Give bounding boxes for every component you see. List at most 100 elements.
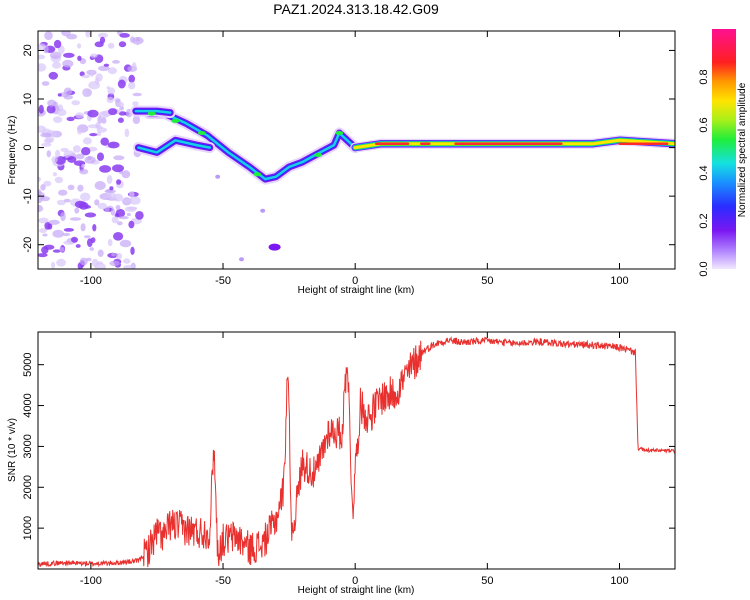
noise-blob bbox=[47, 223, 53, 230]
y-tick-label: 3000 bbox=[22, 434, 34, 458]
noise-blob bbox=[77, 55, 82, 61]
colorbar-tick-label: 0.0 bbox=[698, 261, 710, 276]
noise-blob bbox=[67, 184, 75, 191]
noise-blob bbox=[94, 263, 106, 269]
x-tick-label: 50 bbox=[481, 275, 493, 287]
y-tick-label: 10 bbox=[22, 93, 34, 105]
ridge-band bbox=[137, 139, 212, 154]
noise-blob bbox=[79, 168, 89, 175]
noise-blob bbox=[84, 212, 97, 218]
noise-blob bbox=[108, 108, 118, 116]
noise-blob bbox=[40, 184, 46, 191]
noise-blob bbox=[74, 207, 80, 214]
y-tick-label: 4000 bbox=[22, 393, 34, 417]
snr-x-label: Height of straight line (km) bbox=[298, 585, 415, 596]
noise-blob bbox=[48, 219, 60, 225]
noise-blob bbox=[116, 101, 124, 108]
isolated-blob bbox=[215, 174, 221, 179]
noise-blob bbox=[132, 101, 139, 107]
noise-blob bbox=[38, 43, 46, 50]
ridge-hotspot bbox=[147, 111, 156, 116]
colorbar-gradient bbox=[712, 29, 736, 269]
noise-blob bbox=[38, 217, 49, 224]
noise-blob bbox=[130, 246, 135, 255]
noise-blob bbox=[81, 163, 86, 168]
noise-blob bbox=[106, 175, 113, 184]
noise-blob bbox=[131, 62, 137, 72]
noise-blob bbox=[41, 81, 50, 86]
noise-blob bbox=[62, 232, 71, 237]
noise-blob bbox=[38, 253, 48, 258]
noise-blob bbox=[109, 260, 120, 266]
noise-blob bbox=[97, 115, 102, 125]
colorbar-tick-label: 0.4 bbox=[698, 165, 710, 180]
noise-blob bbox=[60, 147, 69, 152]
spectrogram-heatmap bbox=[38, 31, 675, 269]
noise-blob bbox=[38, 189, 42, 196]
noise-blob bbox=[83, 235, 91, 239]
noise-blob bbox=[46, 150, 51, 158]
snr-y-axis: 1000 2000 3000 4000 5000 bbox=[22, 352, 675, 540]
noise-blob bbox=[128, 220, 135, 229]
noise-blob bbox=[97, 152, 104, 161]
x-tick-label: 100 bbox=[610, 275, 628, 287]
noise-blob bbox=[69, 217, 82, 221]
y-tick-label: -10 bbox=[22, 188, 34, 204]
noise-blob bbox=[89, 247, 94, 251]
noise-blob bbox=[121, 199, 131, 203]
x-tick-label: 100 bbox=[610, 575, 628, 587]
noise-blob bbox=[85, 31, 91, 38]
noise-blob bbox=[66, 116, 75, 122]
noise-blob bbox=[116, 252, 123, 260]
noise-blob bbox=[107, 239, 113, 247]
noise-blob bbox=[129, 191, 135, 198]
noise-blob bbox=[113, 155, 125, 161]
noise-blob bbox=[101, 117, 107, 124]
y-tick-label: 1000 bbox=[22, 516, 34, 540]
isolated-blob bbox=[260, 208, 266, 213]
noise-blob bbox=[71, 100, 80, 106]
noise-blob bbox=[79, 257, 88, 266]
noise-blob bbox=[71, 236, 78, 243]
noise-blob bbox=[95, 73, 103, 82]
noise-blob bbox=[109, 186, 114, 191]
noise-blob bbox=[51, 261, 56, 269]
noise-blob bbox=[89, 70, 94, 77]
noise-blob bbox=[57, 93, 62, 97]
noise-blob bbox=[111, 216, 119, 224]
noise-blob bbox=[56, 199, 66, 206]
noise-blob bbox=[40, 196, 50, 202]
noise-blob bbox=[132, 115, 141, 125]
noise-blob bbox=[53, 39, 62, 49]
noise-blob bbox=[119, 239, 132, 248]
noise-blob bbox=[97, 249, 104, 257]
noise-blob bbox=[61, 31, 71, 37]
noise-blob bbox=[96, 131, 102, 136]
noise-blob bbox=[98, 65, 110, 72]
noise-blob bbox=[54, 176, 64, 184]
noise-blob bbox=[38, 176, 41, 182]
noise-blob bbox=[90, 53, 98, 58]
noise-blob bbox=[116, 221, 123, 226]
ridge-hotspot bbox=[314, 152, 323, 157]
noise-blob bbox=[115, 208, 126, 218]
noise-blob bbox=[47, 99, 57, 107]
noise-blob bbox=[110, 208, 116, 216]
noise-blob bbox=[67, 156, 77, 163]
x-tick-label: -50 bbox=[215, 275, 231, 287]
noise-blob bbox=[94, 181, 106, 190]
noise-blob bbox=[113, 193, 124, 202]
isolated-blob bbox=[268, 243, 281, 251]
noise-blob bbox=[117, 79, 126, 89]
noise-blob bbox=[51, 156, 58, 164]
noise-blob bbox=[82, 137, 92, 145]
noise-blob bbox=[54, 156, 66, 165]
noise-blob bbox=[117, 117, 124, 123]
noise-blob bbox=[58, 189, 68, 196]
noise-blob bbox=[132, 41, 142, 45]
noise-blob bbox=[115, 204, 121, 211]
noise-blob bbox=[132, 92, 142, 97]
noise-blob bbox=[124, 206, 137, 212]
noise-blob bbox=[63, 95, 73, 100]
noise-blob bbox=[56, 108, 67, 117]
